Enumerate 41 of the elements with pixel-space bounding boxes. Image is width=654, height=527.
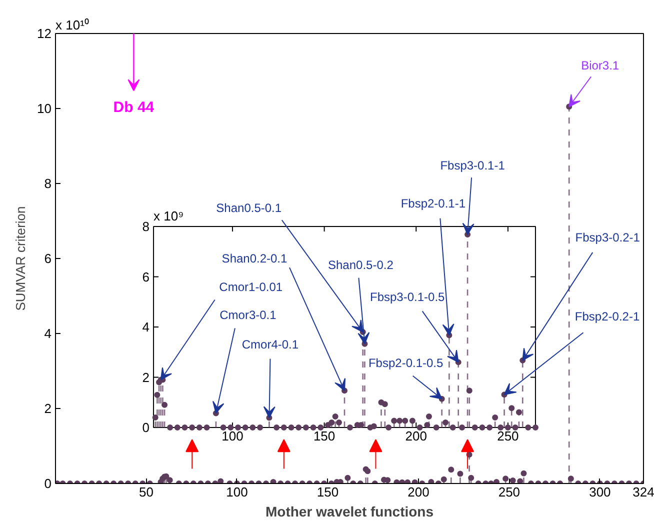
x-axis-title: Mother wavelet functions xyxy=(265,504,434,520)
annotation: Cmor1-0.01 xyxy=(219,280,283,294)
text: x 10¹⁰ xyxy=(56,18,90,32)
annotation: Shan0.5-0.2 xyxy=(328,258,394,272)
x-tick-label: 50 xyxy=(139,484,154,500)
x-tick-label: 300 xyxy=(589,484,611,500)
annotation: Cmor4-0.1 xyxy=(242,338,299,352)
x-tick-label: 324 xyxy=(632,484,654,500)
x-tick-label: 150 xyxy=(313,428,336,444)
x-tick-label: 150 xyxy=(316,484,339,500)
annotation: Fbsp2-0.1-1 xyxy=(400,196,466,210)
y-tick-label: 10 xyxy=(37,101,52,116)
x-tick-label: 100 xyxy=(222,428,244,444)
x-tick-label: 100 xyxy=(226,484,248,500)
y-tick-label: 0 xyxy=(44,476,52,491)
y-tick-label: 12 xyxy=(37,26,52,41)
y-tick-label: 6 xyxy=(142,269,150,284)
annotation: Shan0.2-0.1 xyxy=(222,252,288,266)
x-tick-label: 200 xyxy=(408,484,430,500)
y-tick-label: 8 xyxy=(142,219,150,234)
annotation: Fbsp2-0.2-1 xyxy=(574,310,640,324)
annotation: Shan0.5-0.1 xyxy=(216,201,282,216)
x-tick-label: 250 xyxy=(497,428,519,444)
annotation: Db 44 xyxy=(113,98,155,116)
x-tick-label: 250 xyxy=(498,484,520,500)
annotation: Cmor3-0.1 xyxy=(220,308,277,322)
x-tick-label: 200 xyxy=(405,428,427,444)
annotation: x 10⁹ xyxy=(154,208,184,224)
annotation: Fbsp3-0.1-0.5 xyxy=(370,290,446,304)
y-tick-label: 2 xyxy=(44,401,52,416)
annotation: Fbsp3-0.1-1 xyxy=(440,158,506,173)
annotation: Fbsp2-0.1-0.5 xyxy=(368,356,444,370)
y-tick-label: 8 xyxy=(44,176,52,191)
y-tick-label: 4 xyxy=(44,326,52,341)
annotation: Fbsp3-0.2-1 xyxy=(575,230,640,244)
y-tick-label: 6 xyxy=(44,251,52,266)
annotation: Bior3.1 xyxy=(581,58,620,73)
y-tick-label: 4 xyxy=(142,320,150,335)
y-tick-label: 2 xyxy=(142,370,150,385)
y-axis-title: SUMVAR criterion xyxy=(13,206,28,311)
y-tick-label: 0 xyxy=(142,420,150,436)
